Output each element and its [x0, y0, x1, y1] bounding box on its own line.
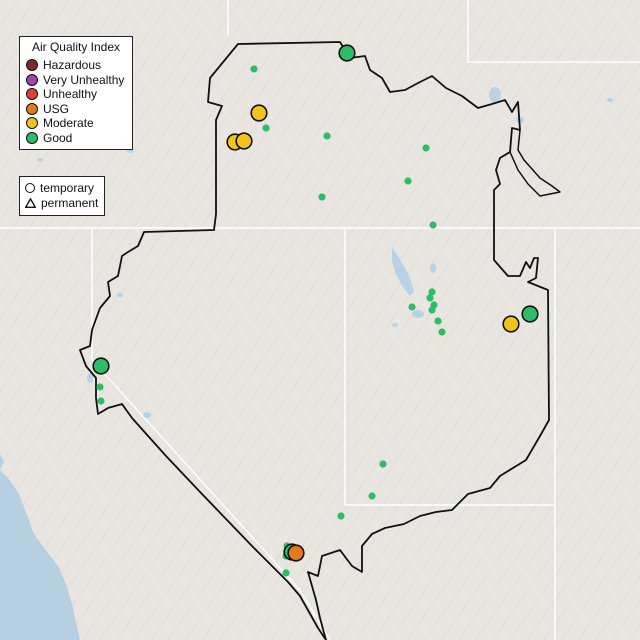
monitor-marker-small[interactable]: [429, 221, 437, 229]
monitor-marker-good[interactable]: [92, 357, 110, 375]
monitor-marker-small[interactable]: [438, 328, 446, 336]
legend-swatch: [26, 131, 38, 144]
aqi-legend: Air Quality Index Hazardous Very Unhealth…: [19, 36, 133, 150]
monitor-marker-small[interactable]: [434, 317, 442, 325]
legend-label: Unhealthy: [43, 87, 98, 102]
monitor-marker-small[interactable]: [408, 303, 416, 311]
monitor-marker-small[interactable]: [428, 306, 436, 314]
circle-icon: [25, 183, 35, 194]
monitor-marker-small[interactable]: [368, 492, 376, 500]
legend-label-temporary: temporary: [40, 181, 95, 196]
legend-swatch: [26, 59, 38, 72]
legend-row-usg: USG: [26, 102, 126, 117]
monitor-marker-small[interactable]: [96, 383, 104, 391]
legend-title: Air Quality Index: [31, 40, 121, 54]
monitor-marker-small[interactable]: [422, 144, 430, 152]
legend-label: Very Unhealthy: [43, 72, 125, 87]
legend-swatch: [26, 102, 38, 115]
monitor-marker-small[interactable]: [337, 512, 345, 520]
monitor-marker-small[interactable]: [379, 460, 387, 468]
monitor-marker-small[interactable]: [428, 288, 436, 296]
monitor-marker-small[interactable]: [426, 294, 434, 302]
legend-row-temporary: temporary: [25, 181, 99, 196]
legend-row-permanent: permanent: [25, 196, 99, 211]
legend-label: Good: [43, 130, 73, 145]
legend-label: USG: [43, 101, 70, 116]
monitor-marker-small[interactable]: [404, 177, 412, 185]
region-outline: [79, 41, 550, 640]
legend-label-permanent: permanent: [41, 195, 99, 210]
monitor-marker-small[interactable]: [97, 397, 105, 405]
legend-row-moderate: Moderate: [26, 116, 126, 131]
legend-row-unhealthy: Unhealthy: [26, 87, 126, 102]
monitor-marker-small[interactable]: [282, 569, 290, 577]
region-notch: [509, 129, 561, 197]
legend-row-good: Good: [26, 131, 126, 146]
monitor-marker-small[interactable]: [318, 193, 326, 201]
monitor-marker-moderate[interactable]: [235, 132, 253, 150]
monitor-marker-usg[interactable]: [287, 544, 305, 562]
monitor-marker-small[interactable]: [262, 124, 270, 132]
monitor-marker-good[interactable]: [338, 44, 356, 62]
triangle-icon: [25, 197, 36, 208]
monitor-marker-small[interactable]: [250, 65, 258, 73]
legend-label: Moderate: [43, 116, 94, 131]
monitor-type-legend: temporary permanent: [19, 176, 105, 216]
legend-swatch: [26, 88, 38, 101]
legend-label: Hazardous: [43, 58, 102, 73]
monitor-marker-moderate[interactable]: [250, 104, 268, 122]
monitor-marker-small[interactable]: [323, 132, 331, 140]
pacific-ocean: [0, 470, 80, 640]
legend-row-hazardous: Hazardous: [26, 58, 126, 73]
legend-row-very-unhealthy: Very Unhealthy: [26, 73, 126, 88]
aqi-legend-rows: Hazardous Very Unhealthy Unhealthy USG Moder…: [26, 58, 126, 145]
monitor-markers: [92, 44, 539, 577]
monitor-marker-good[interactable]: [521, 305, 539, 323]
monitor-marker-moderate[interactable]: [502, 315, 520, 333]
coast-strip: [0, 454, 4, 470]
legend-swatch: [26, 117, 38, 130]
legend-swatch: [26, 73, 38, 86]
